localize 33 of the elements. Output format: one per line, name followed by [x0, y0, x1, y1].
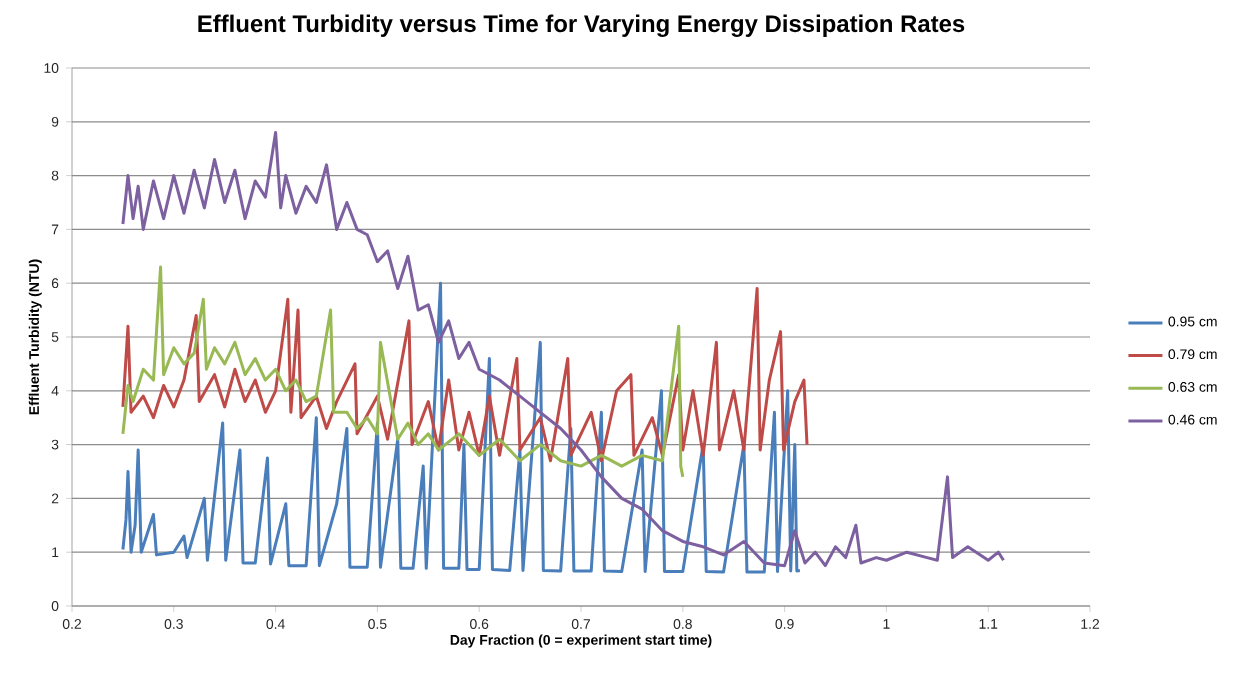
line-series	[121, 281, 802, 574]
x-tick-label: 0.4	[266, 619, 285, 629]
y-tick-label: 7	[51, 224, 59, 235]
y-tick-label: 5	[51, 332, 59, 342]
x-tick-label: 0.7	[571, 619, 591, 629]
x-tick-label: 0.2	[62, 619, 81, 629]
y-tick-label: 2	[51, 493, 59, 504]
x-tick-label: 1.2	[1081, 619, 1100, 629]
y-tick-label: 3	[51, 439, 59, 450]
legend-label: 0.63 cm	[1168, 381, 1217, 392]
y-tick-label: 0	[51, 601, 59, 611]
line-series	[121, 287, 809, 463]
x-tick-label: 0.8	[673, 619, 692, 629]
y-tick-label: 8	[51, 170, 59, 181]
x-axis-title: Day Fraction (0 = experiment start time)	[450, 634, 712, 648]
legend-label: 0.46 cm	[1168, 414, 1217, 425]
y-tick-label: 10	[44, 63, 59, 73]
x-tick-label: 1.1	[979, 619, 998, 629]
y-tick-label: 6	[51, 278, 59, 289]
x-tick-label: 1	[883, 619, 890, 629]
legend-label: 0.95 cm	[1168, 316, 1217, 327]
line-series	[121, 131, 1005, 568]
y-tick-label: 1	[52, 547, 59, 557]
x-tick-label: 0.6	[470, 619, 489, 629]
x-tick-label: 0.5	[368, 619, 387, 629]
x-tick-label: 0.3	[164, 619, 183, 629]
legend-label: 0.79 cm	[1168, 349, 1217, 360]
chart-title: Effluent Turbidity versus Time for Varying Energy Dissipation Rates	[198, 14, 965, 37]
line-series	[121, 265, 685, 479]
y-axis-title: Effluent Turbidity (NTU)	[28, 259, 42, 415]
y-tick-label: 9	[51, 116, 59, 127]
x-tick-label: 0.9	[775, 619, 794, 629]
y-tick-label: 4	[51, 386, 59, 396]
